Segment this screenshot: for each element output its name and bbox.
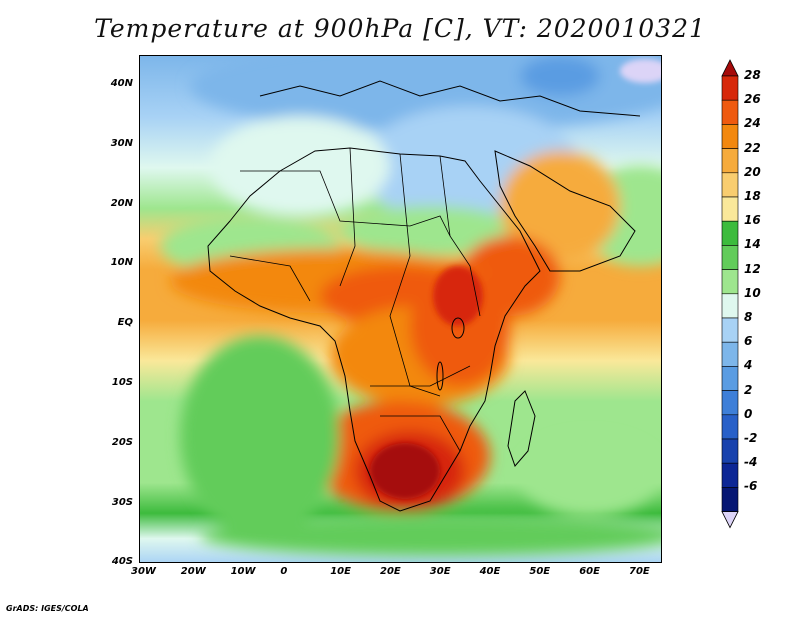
colorbar-segment bbox=[721, 438, 739, 464]
temperature-field bbox=[140, 56, 661, 562]
colorbar-label: 20 bbox=[744, 164, 761, 179]
colorbar bbox=[721, 59, 739, 529]
colorbar-segment bbox=[721, 366, 739, 391]
colorbar-label: 28 bbox=[744, 68, 761, 82]
lat-tick-label: 20S bbox=[111, 436, 133, 448]
colorbar-segment bbox=[721, 269, 739, 295]
lon-tick-label: 0 bbox=[280, 566, 288, 577]
colorbar-segment bbox=[721, 99, 739, 125]
colorbar-label: 6 bbox=[744, 334, 753, 349]
colorbar-segment bbox=[721, 317, 739, 343]
lat-tick-label: EQ bbox=[117, 317, 133, 329]
colorbar-label: -4 bbox=[744, 455, 758, 470]
colorbar-segment bbox=[721, 341, 739, 367]
colorbar-label: 22 bbox=[744, 140, 761, 155]
colorbar-label: 10 bbox=[744, 285, 761, 300]
colorbar-segment bbox=[721, 293, 739, 319]
colorbar-min-arrow bbox=[721, 511, 739, 529]
map-title: Temperature at 900hPa [C], VT: 202001032… bbox=[94, 14, 706, 43]
lat-tick-label: 10N bbox=[110, 257, 133, 269]
lat-tick-label: 40S bbox=[111, 556, 133, 568]
colorbar-segment bbox=[721, 390, 739, 416]
lat-tick-label: 20N bbox=[110, 197, 133, 209]
lon-tick-label: 10E bbox=[330, 566, 351, 577]
colorbar-label: -6 bbox=[744, 479, 758, 494]
colorbar-label: 16 bbox=[744, 213, 761, 228]
colorbar-segment bbox=[721, 414, 739, 440]
colorbar-segment bbox=[721, 462, 739, 488]
colorbar-segment bbox=[721, 75, 739, 101]
colorbar-segment bbox=[721, 172, 739, 198]
lon-tick-label: 20E bbox=[380, 566, 401, 577]
lat-tick-label: 10S bbox=[111, 377, 133, 388]
lon-tick-label: 30W bbox=[131, 566, 156, 577]
lon-tick-label: 20W bbox=[180, 566, 206, 577]
grads-credit: GrADS: IGES/COLA bbox=[6, 604, 89, 613]
colorbar-segment bbox=[721, 196, 739, 222]
colorbar-label: 26 bbox=[744, 92, 761, 107]
colorbar-segment bbox=[721, 124, 739, 149]
colorbar-max-arrow bbox=[721, 59, 739, 77]
lon-tick-label: 60E bbox=[579, 566, 600, 577]
lon-tick-label: 50E bbox=[529, 566, 551, 577]
colorbar-segment bbox=[721, 220, 739, 246]
lon-tick-label: 10W bbox=[230, 566, 256, 577]
colorbar-segment bbox=[721, 148, 739, 174]
colorbar-label: 4 bbox=[744, 358, 753, 373]
colorbar-label: -2 bbox=[744, 431, 758, 445]
colorbar-segment bbox=[721, 487, 739, 512]
lat-tick-label: 30N bbox=[110, 137, 133, 149]
colorbar-label: 14 bbox=[744, 237, 761, 252]
colorbar-label: 18 bbox=[744, 189, 761, 203]
colorbar-label: 24 bbox=[744, 116, 761, 131]
lon-tick-label: 30E bbox=[429, 566, 451, 577]
colorbar-label: 12 bbox=[744, 261, 761, 276]
colorbar-label: 0 bbox=[744, 406, 753, 421]
lon-tick-label: 70E bbox=[629, 566, 650, 577]
lon-tick-label: 40E bbox=[479, 566, 501, 577]
colorbar-label: 2 bbox=[744, 382, 753, 397]
lat-tick-label: 30S bbox=[111, 496, 133, 508]
lat-tick-label: 40N bbox=[110, 78, 133, 89]
colorbar-segment bbox=[721, 245, 739, 270]
temperature-map bbox=[139, 55, 662, 563]
colorbar-label: 8 bbox=[744, 310, 753, 324]
